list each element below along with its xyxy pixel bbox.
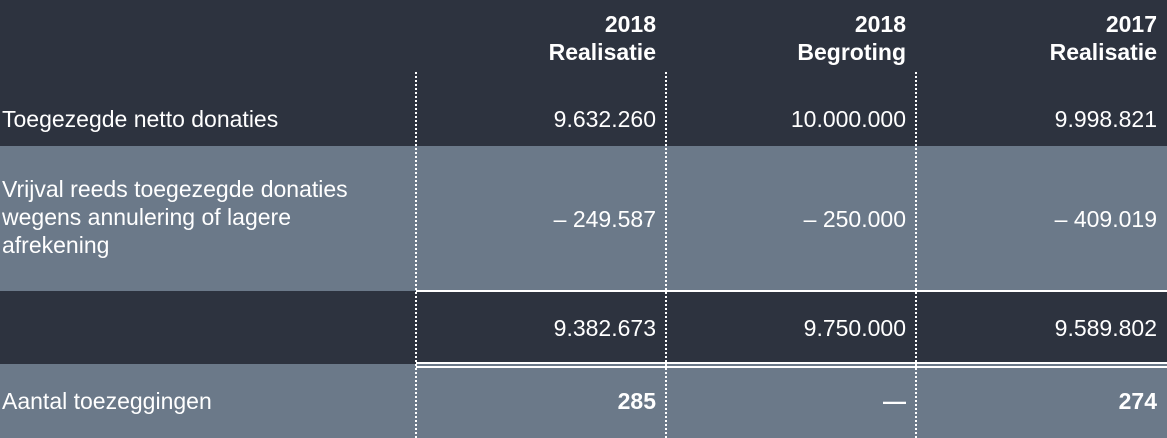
row-value: — (883, 388, 906, 414)
header-col-3-year: 2017 (1105, 11, 1157, 37)
header-col-1-label: Realisatie (548, 39, 656, 65)
subtotal-rule (416, 290, 1167, 292)
header-col-3-label: Realisatie (1049, 39, 1157, 65)
header-col-1: 2018 Realisatie (416, 0, 666, 146)
row-value: – 250.000 (803, 205, 906, 232)
header-col-1-year: 2018 (604, 11, 656, 37)
table-row: Toegezegde netto donaties 9.632.260 10.0… (0, 92, 1167, 146)
row-value: 9.632.260 (553, 106, 656, 132)
row-label (0, 291, 416, 364)
total-rule-bottom (416, 366, 1167, 368)
row-value: 9.589.802 (1054, 314, 1157, 341)
row-label: Toegezegde netto donaties (2, 106, 279, 132)
table-row-subtotal: 9.382.673 9.750.000 9.589.802 (0, 291, 1167, 364)
table-row: Aantal toezeggingen 285 — 274 (0, 364, 1167, 438)
row-label: Aantal toezeggingen (2, 388, 212, 414)
row-value: – 249.587 (553, 205, 656, 232)
table-row: Vrijval reeds toegezegde donaties wegens… (0, 146, 1167, 291)
row-value: 274 (1118, 388, 1157, 414)
total-rule-top (416, 362, 1167, 364)
column-divider (665, 72, 667, 438)
header-col-3: 2017 Realisatie (916, 0, 1167, 146)
row-value: 285 (617, 388, 656, 414)
header-col-2-label: Begroting (797, 39, 906, 65)
header-row: 2018 Realisatie 2018 Begroting 2017 Real… (0, 0, 1167, 146)
row-value: 10.000.000 (790, 106, 906, 132)
row-value: – 409.019 (1054, 205, 1157, 232)
row-value: 9.998.821 (1054, 106, 1157, 132)
column-divider (415, 72, 417, 438)
header-col-2-year: 2018 (854, 11, 906, 37)
row-value: 9.382.673 (553, 314, 656, 341)
row-value: 9.750.000 (803, 314, 906, 341)
header-col-2: 2018 Begroting (666, 0, 916, 146)
column-divider (915, 72, 917, 438)
row-label: Vrijval reeds toegezegde donaties wegens… (2, 175, 348, 258)
